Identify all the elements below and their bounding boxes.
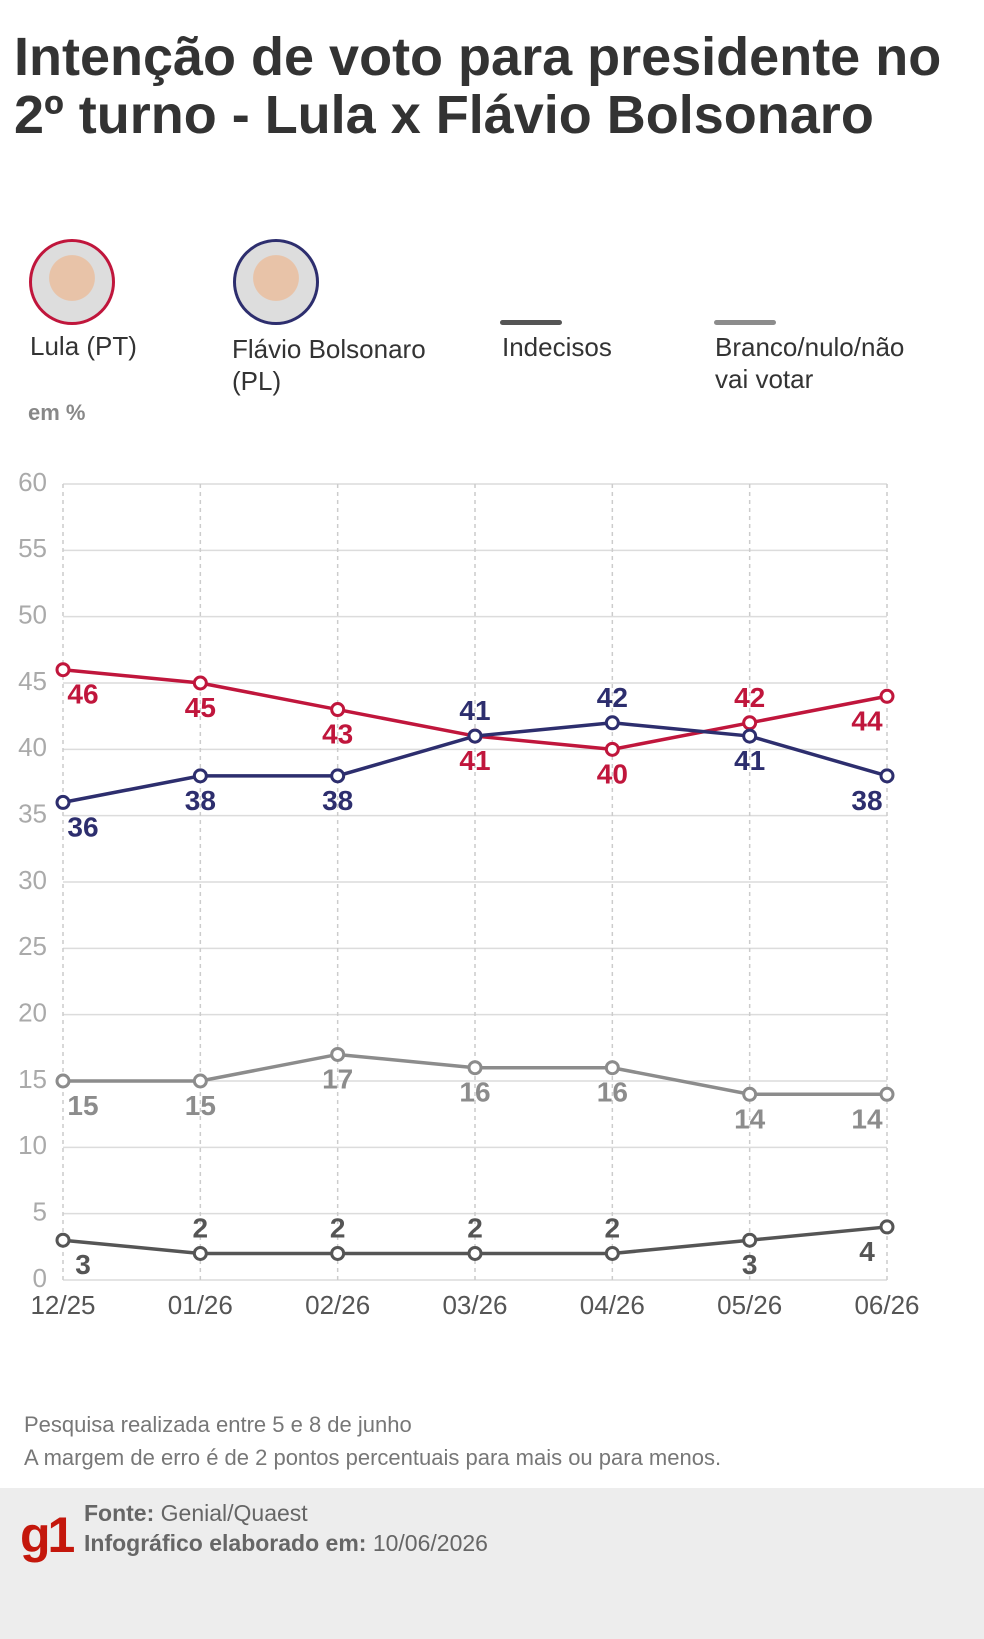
point [192,1245,208,1261]
x-tick-label: 04/26 [580,1290,645,1320]
y-tick-label: 10 [18,1130,47,1160]
data-label: 2 [467,1212,483,1243]
data-label: 41 [459,695,490,726]
point [742,728,758,744]
data-label: 3 [75,1249,91,1280]
point [330,768,346,784]
point [742,1086,758,1102]
point [467,1060,483,1076]
legend-label: Flávio Bolsonaro (PL) [232,334,426,396]
point [55,794,71,810]
data-label: 17 [322,1063,353,1094]
y-tick-label: 20 [18,998,47,1028]
legend-swatch [500,320,562,325]
point [192,675,208,691]
y-tick-label: 0 [33,1263,47,1293]
data-label: 15 [67,1090,98,1121]
point [604,1245,620,1261]
data-label: 41 [734,745,765,776]
logo: g1 [20,1507,75,1563]
point [604,1060,620,1076]
point [879,1086,895,1102]
point [330,1046,346,1062]
data-label: 46 [67,679,98,710]
y-tick-label: 35 [18,799,47,829]
data-label: 16 [459,1077,490,1108]
data-label: 2 [605,1212,621,1243]
point [192,768,208,784]
data-label: 36 [67,811,98,842]
point [55,662,71,678]
x-tick-label: 02/26 [305,1290,370,1320]
point [55,1073,71,1089]
legend-swatch [714,320,776,325]
unit-note: em % [28,400,86,425]
footer: g1 Fonte: Genial/Quaest Infográfico elab… [0,1488,984,1639]
legend-label: Branco/nulo/não vai votar [715,332,905,394]
data-label: 38 [851,785,882,816]
x-tick-label: 01/26 [168,1290,233,1320]
point [879,688,895,704]
source: Genial/Quaest [160,1500,308,1526]
data-label: 2 [330,1212,346,1243]
point [604,741,620,757]
note: A margem de erro é de 2 pontos percentua… [24,1445,722,1470]
y-tick-label: 55 [18,533,47,563]
data-label: 16 [597,1077,628,1108]
point [55,1232,71,1248]
note: Pesquisa realizada entre 5 e 8 de junho [24,1412,412,1437]
point [742,715,758,731]
point [467,1245,483,1261]
data-label: 38 [322,785,353,816]
legend-label: Indecisos [502,332,612,362]
y-tick-label: 50 [18,600,47,630]
data-label: 43 [322,719,353,750]
data-label: 40 [597,758,628,789]
y-tick-label: 45 [18,666,47,696]
y-tick-label: 40 [18,732,47,762]
data-label: 15 [185,1090,216,1121]
y-tick-label: 30 [18,865,47,895]
data-label: 45 [185,692,216,723]
y-tick-label: 15 [18,1064,47,1094]
point [330,1245,346,1261]
legend-photo [233,239,319,325]
chart-title: Intenção de voto para presidente no 2º t… [14,27,942,145]
point [879,768,895,784]
y-tick-label: 25 [18,931,47,961]
point [604,715,620,731]
date-label: Infográfico elaborado em: [84,1530,367,1556]
source-label: Fonte: [84,1500,155,1526]
data-label: 42 [597,682,628,713]
point [330,702,346,718]
legend-label: Lula (PT) [30,331,137,361]
data-label: 14 [851,1103,883,1134]
legend-photo [29,239,115,325]
data-label: 41 [459,745,490,776]
data-label: 14 [734,1103,766,1134]
data-label: 4 [859,1236,875,1267]
point [742,1232,758,1248]
data-label: 3 [742,1249,758,1280]
point [879,1219,895,1235]
y-tick-label: 60 [18,467,47,497]
x-tick-label: 06/26 [854,1290,919,1320]
point [192,1073,208,1089]
x-tick-label: 05/26 [717,1290,782,1320]
data-label: 38 [185,785,216,816]
data-label: 2 [193,1212,209,1243]
date: 10/06/2026 [372,1530,488,1556]
data-label: 42 [734,682,765,713]
x-tick-label: 03/26 [442,1290,507,1320]
y-tick-label: 5 [33,1197,47,1227]
point [467,728,483,744]
chart: 0 5 10 15 20 25 30 35 40 45 50 55 60 12/25 01/26 02/26 0… [18,467,919,1320]
x-tick-label: 12/25 [30,1290,95,1320]
data-label: 44 [851,705,883,736]
